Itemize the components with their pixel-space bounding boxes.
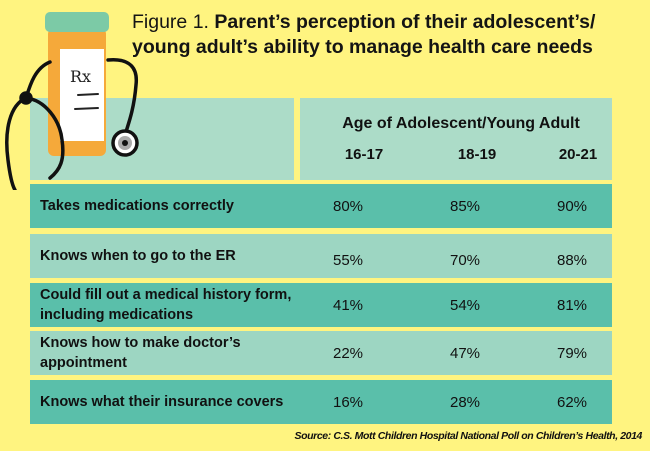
cell-value: 55% — [332, 251, 364, 269]
svg-text:Rx: Rx — [70, 67, 91, 86]
cell-value: 47% — [449, 344, 481, 362]
cell-value: 62% — [556, 393, 588, 411]
row-label: Takes medications correctly — [40, 198, 234, 214]
source-note: Source: C.S. Mott Children Hospital Nati… — [294, 430, 643, 442]
row-label: Could fill out a medical history form, i… — [40, 287, 292, 323]
column-header-16-17: 16-17 — [344, 146, 384, 163]
cell-value: 81% — [556, 296, 588, 314]
table-row: Knows what their insurance covers 16% 28… — [30, 380, 612, 424]
cell-value: 79% — [556, 344, 588, 362]
cell-value: 80% — [332, 197, 364, 215]
table-row: Takes medications correctly 80% 85% 90% — [30, 184, 612, 228]
figure-title-text: Parent’s perception of their adolescent’… — [132, 11, 596, 58]
table-row: Knows when to go to the ER 55% 70% 88% — [30, 234, 612, 278]
cell-value: 28% — [449, 393, 481, 411]
column-header-20-21: 20-21 — [558, 146, 598, 163]
cell-value: 85% — [449, 197, 481, 215]
pill-bottle-icon: Rx — [45, 12, 109, 156]
table-row: Could fill out a medical history form, i… — [30, 283, 612, 327]
row-label: Knows how to make doctor’s appointment — [40, 335, 241, 371]
table-row: Knows how to make doctor’s appointment 2… — [30, 331, 612, 375]
column-header-18-19: 18-19 — [457, 146, 497, 163]
figure-number: Figure 1. — [132, 11, 215, 33]
figure-title: Figure 1. Parent’s perception of their a… — [132, 10, 647, 60]
table-header: Age of Adolescent/Young Adult 16-17 18-1… — [300, 98, 612, 180]
row-label: Knows what their insurance covers — [40, 394, 284, 410]
cell-value: 54% — [449, 296, 481, 314]
pill-bottle-stethoscope-illustration: Rx — [5, 12, 139, 190]
column-group-header: Age of Adolescent/Young Adult — [342, 115, 580, 132]
cell-value: 90% — [556, 197, 588, 215]
cell-value: 88% — [556, 251, 588, 269]
row-label: Knows when to go to the ER — [40, 248, 236, 264]
stethoscope-icon — [5, 58, 139, 190]
cell-value: 70% — [449, 251, 481, 269]
cell-value: 22% — [332, 344, 364, 362]
cell-value: 41% — [332, 296, 364, 314]
cell-value: 16% — [332, 393, 364, 411]
